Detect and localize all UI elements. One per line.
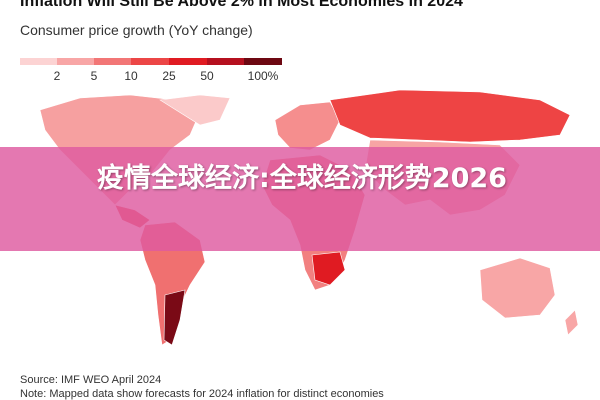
greenland bbox=[159, 94, 231, 126]
australia bbox=[479, 257, 556, 319]
russia bbox=[329, 89, 571, 143]
legend-label: 100% bbox=[248, 69, 279, 83]
legend bbox=[20, 58, 282, 65]
legend-label: 50 bbox=[200, 69, 214, 83]
legend-swatch bbox=[57, 58, 94, 65]
banner-text: 疫情全球经济:全球经济形势2026 bbox=[97, 163, 507, 194]
legend-label: 10 bbox=[124, 69, 138, 83]
argentina bbox=[163, 289, 186, 346]
legend-label: 2 bbox=[54, 69, 61, 83]
legend-swatch bbox=[244, 58, 282, 65]
subtitle: Consumer price growth (YoY change) bbox=[20, 22, 253, 38]
zimbabwe-region bbox=[311, 251, 346, 286]
source: Source: IMF WEO April 2024 bbox=[20, 374, 162, 386]
title: Inflation Will Still Be Above 2% in Most… bbox=[20, 0, 463, 10]
legend-label: 5 bbox=[91, 69, 98, 83]
europe bbox=[274, 101, 341, 151]
banner bbox=[0, 147, 600, 251]
legend-swatch bbox=[207, 58, 244, 65]
legend-swatch bbox=[94, 58, 131, 65]
note: Note: Mapped data show forecasts for 202… bbox=[20, 388, 384, 400]
legend-swatch bbox=[20, 58, 57, 65]
legend-label: 25 bbox=[162, 69, 176, 83]
legend-swatch bbox=[131, 58, 169, 65]
legend-swatch bbox=[169, 58, 207, 65]
new-zealand bbox=[564, 309, 579, 336]
